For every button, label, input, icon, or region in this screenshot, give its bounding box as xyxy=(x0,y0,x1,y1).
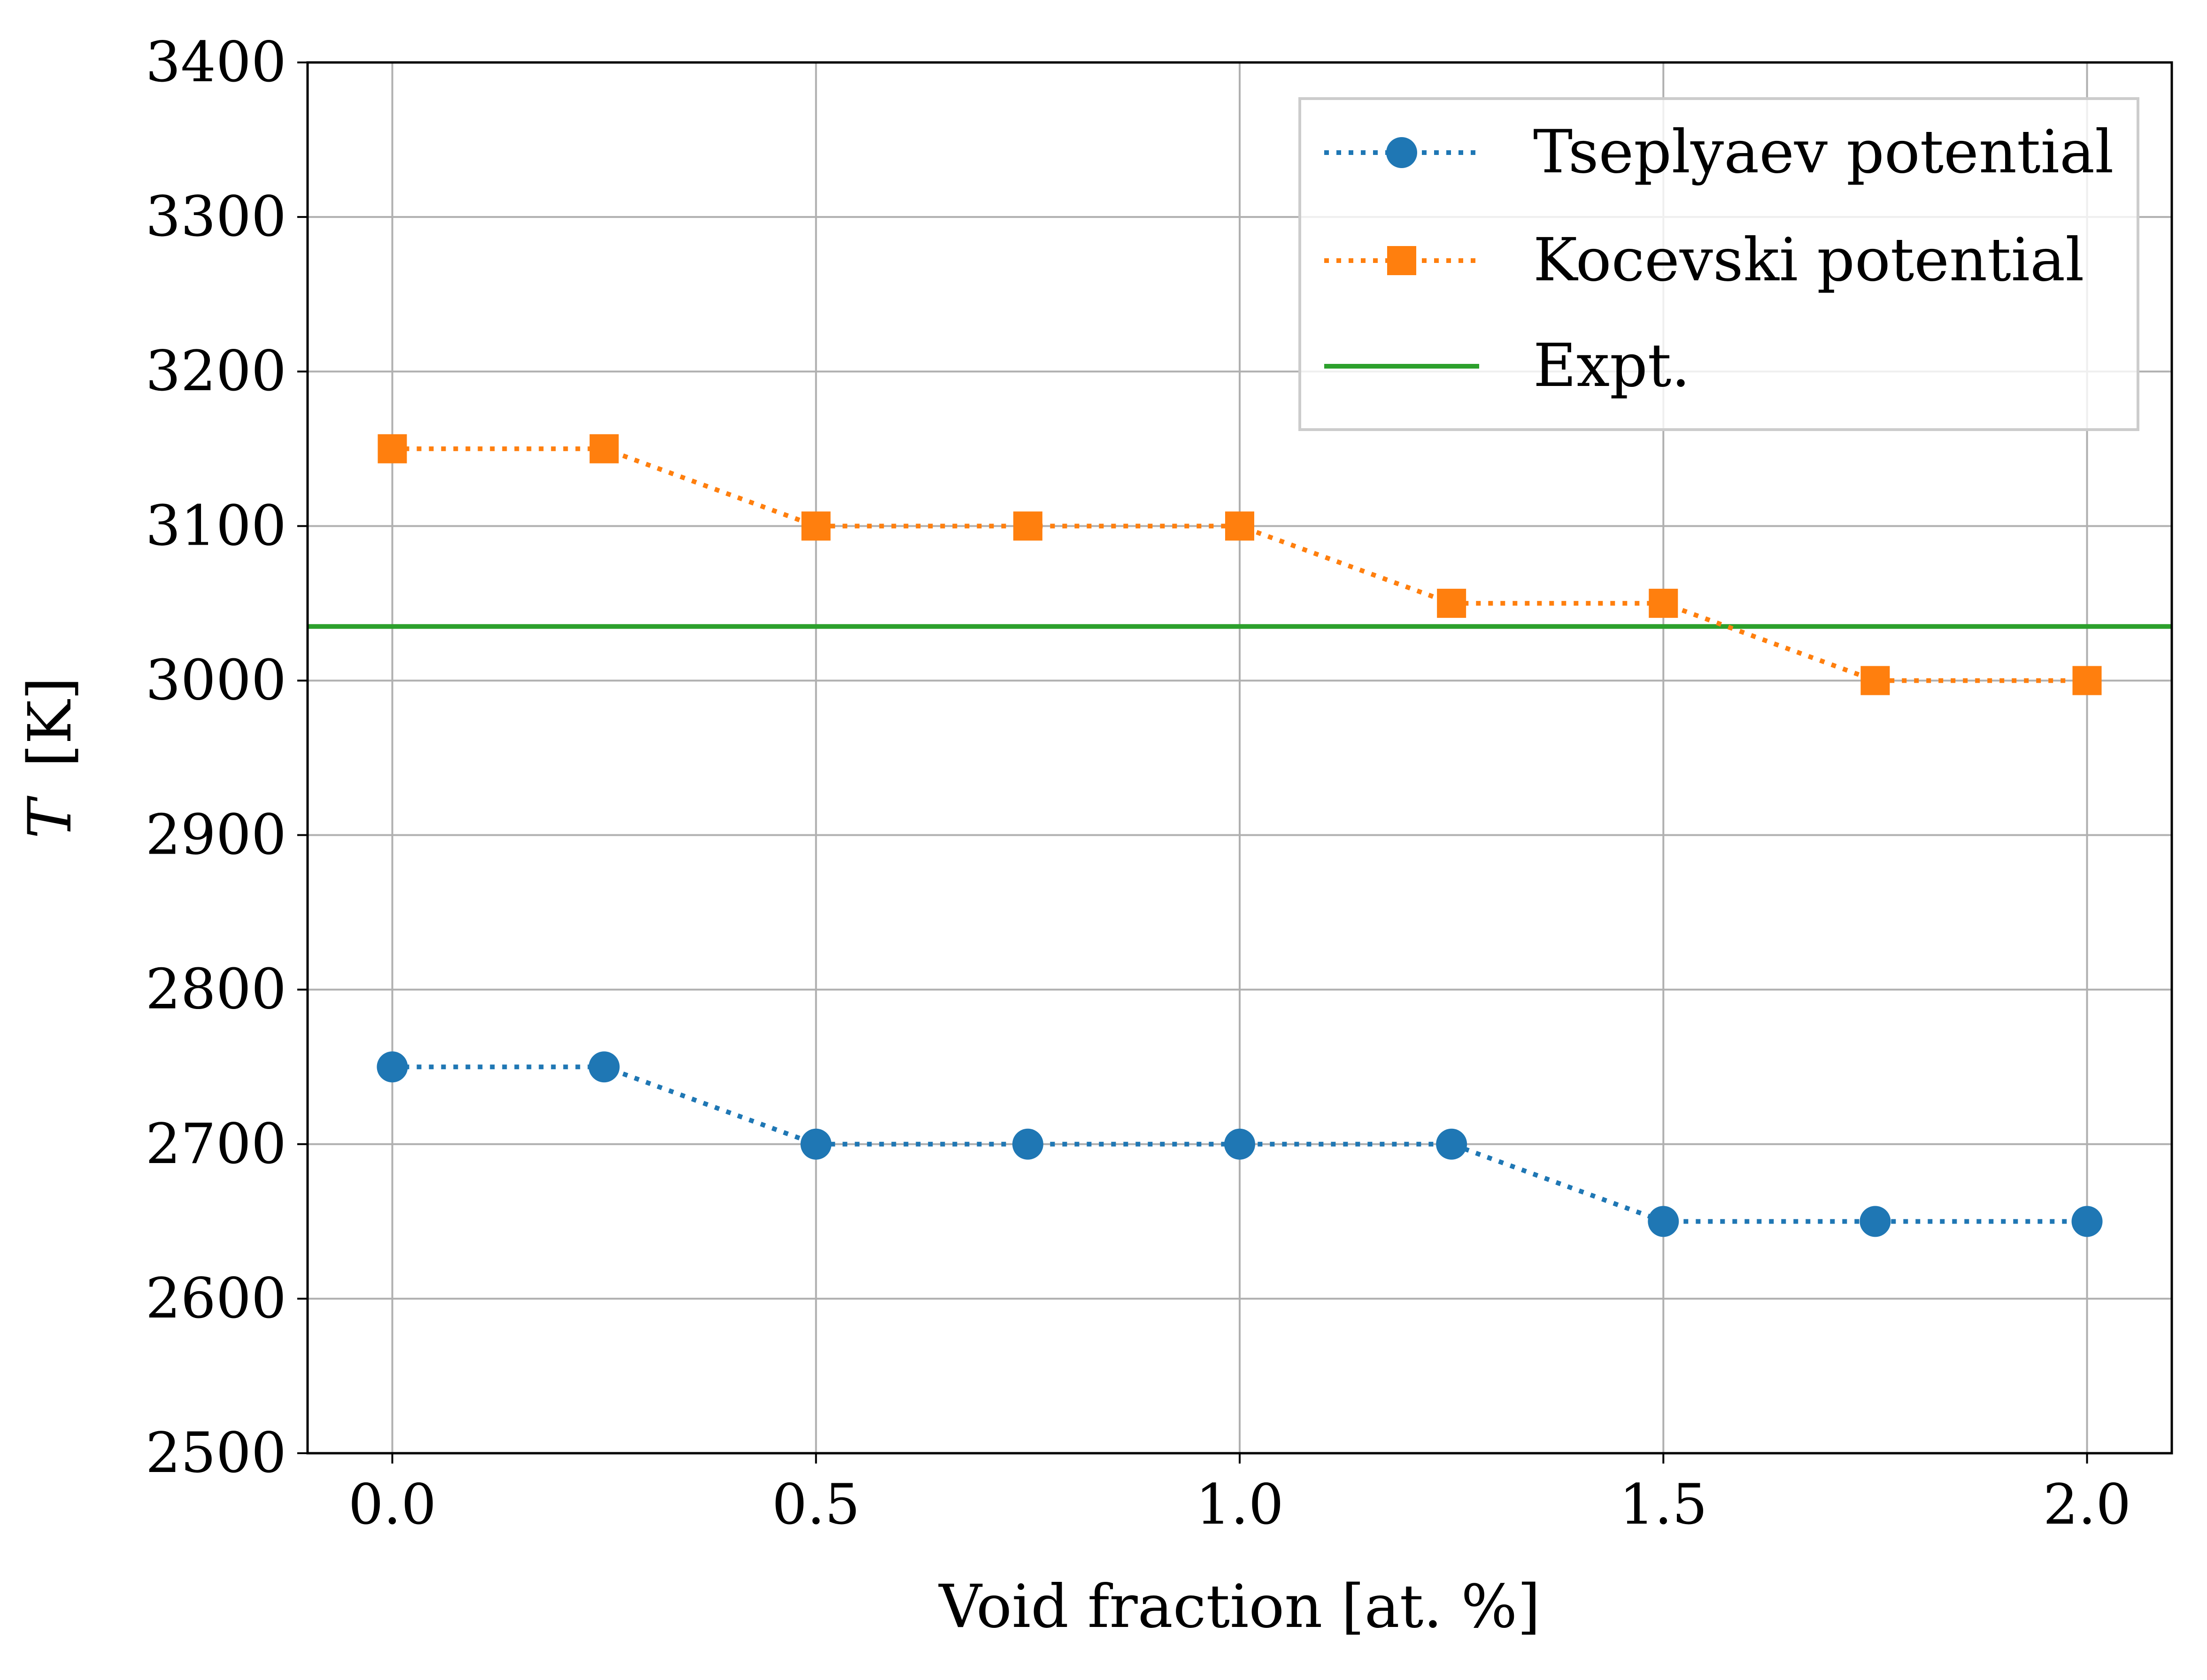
y-tick-label: 3100 xyxy=(146,493,286,558)
data-point xyxy=(1649,588,1678,618)
y-axis-label-symbol: T xyxy=(15,795,85,839)
data-point xyxy=(1224,1128,1255,1160)
y-tick-label: 3400 xyxy=(146,30,286,94)
y-tick-label: 2900 xyxy=(146,802,286,867)
data-point xyxy=(1013,511,1042,541)
data-point xyxy=(801,511,831,541)
legend-label: Tseplyaev potential xyxy=(1533,117,2114,186)
x-axis-label: Void fraction [at. %] xyxy=(938,1572,1541,1641)
axis-ticks: 0.0 0.5 1.0 1.5 2.0 2500 2600 2700 2800 2900 3000 3… xyxy=(146,30,2131,1537)
y-tick-label: 3300 xyxy=(146,184,286,249)
legend-entry: Expt. xyxy=(1324,331,1690,400)
legend-marker xyxy=(1387,246,1416,275)
legend-entry: Kocevski potential xyxy=(1324,225,2084,294)
y-axis-label: T [K] xyxy=(15,677,85,839)
data-point xyxy=(1436,1128,1467,1160)
data-point xyxy=(1012,1128,1043,1160)
series-1 xyxy=(378,434,2102,695)
data-point xyxy=(800,1128,832,1160)
series-0 xyxy=(377,1051,2103,1237)
series-layer xyxy=(377,434,2103,1237)
data-point xyxy=(2072,666,2102,695)
legend: Tseplyaev potential Kocevski potential Exp… xyxy=(1298,97,2139,431)
y-tick-label: 3200 xyxy=(146,339,286,403)
data-point xyxy=(1225,511,1254,541)
y-tick-label: 2700 xyxy=(146,1111,286,1176)
legend-box xyxy=(1298,97,2139,431)
y-tick-label: 2500 xyxy=(146,1420,286,1485)
data-point xyxy=(377,1051,408,1083)
data-point xyxy=(1648,1206,1679,1237)
data-point xyxy=(588,1051,620,1083)
legend-label: Kocevski potential xyxy=(1533,225,2084,294)
x-tick-label: 0.0 xyxy=(348,1472,437,1537)
data-point xyxy=(378,434,407,463)
y-axis-label-unit: [K] xyxy=(15,677,85,767)
axis-labels: Void fraction [at. %] T [K] xyxy=(15,677,1540,1641)
x-tick-label: 1.5 xyxy=(1619,1472,1707,1537)
legend-marker xyxy=(1386,137,1417,168)
x-tick-label: 1.0 xyxy=(1196,1472,1284,1537)
data-point xyxy=(589,434,619,463)
data-point xyxy=(1860,1206,1891,1237)
y-tick-label: 2800 xyxy=(146,957,286,1022)
y-tick-label: 2600 xyxy=(146,1266,286,1331)
data-point xyxy=(1860,666,1890,695)
legend-entry: Tseplyaev potential xyxy=(1324,117,2114,186)
legend-label: Expt. xyxy=(1533,331,1690,400)
y-tick-label: 3000 xyxy=(146,647,286,712)
data-point xyxy=(1437,588,1466,618)
x-tick-label: 0.5 xyxy=(772,1472,860,1537)
x-tick-label: 2.0 xyxy=(2043,1472,2131,1537)
data-point xyxy=(2071,1206,2103,1237)
